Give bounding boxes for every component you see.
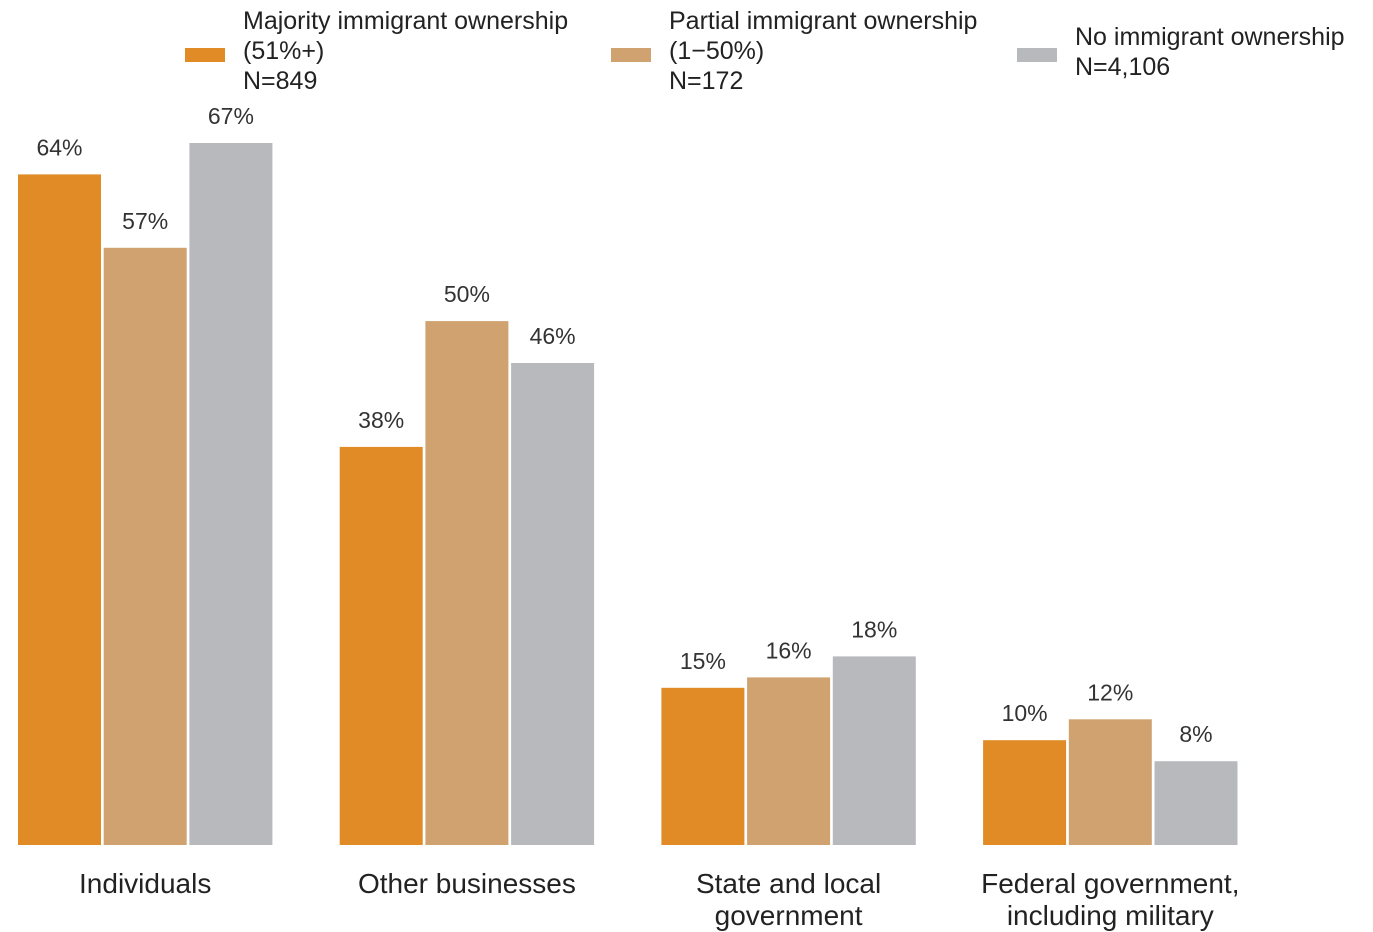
category-label-line: including military: [1007, 900, 1214, 931]
category-labels-layer: Individuals Other businesses State and loc…: [79, 868, 1239, 931]
bar-none-1: [511, 363, 595, 845]
category-label-line: State and local: [696, 868, 881, 899]
bar-value-label: 12%: [1087, 679, 1133, 705]
legend-swatch-none: [1017, 48, 1057, 62]
legend-label-none: No immigrant ownership N=4,106: [1075, 22, 1345, 82]
legend: Majority immigrant ownership (51%+) N=84…: [0, 6, 1373, 101]
bar-value-label: 8%: [1179, 721, 1212, 747]
bar-none-2: [832, 656, 916, 845]
category-label-line: Federal government,: [981, 868, 1239, 899]
bar-value-label: 57%: [122, 208, 168, 234]
legend-line: N=849: [243, 67, 318, 95]
bar-majority-0: [18, 174, 101, 845]
bar-value-label: 10%: [1002, 700, 1048, 726]
bar-value-label: 67%: [208, 103, 254, 129]
bar-partial-1: [425, 321, 509, 846]
bar-none-0: [189, 143, 273, 845]
bar-partial-2: [747, 677, 831, 845]
category-label-line: Individuals: [79, 868, 211, 899]
bar-none-3: [1154, 761, 1238, 845]
bar-majority-3: [983, 740, 1067, 845]
legend-line: Partial immigrant ownership: [669, 7, 978, 35]
category-label: Other businesses: [358, 868, 576, 899]
legend-swatch-majority: [185, 48, 225, 62]
category-label: Individuals: [79, 868, 211, 899]
legend-line: Majority immigrant ownership: [243, 7, 569, 35]
category-label-line: government: [715, 900, 863, 931]
bar-value-label: 50%: [444, 281, 490, 307]
legend-line: N=172: [669, 67, 744, 95]
bar-value-label: 46%: [530, 323, 576, 349]
legend-label-partial: Partial immigrant ownership (1−50%) N=17…: [669, 6, 977, 96]
legend-line: N=4,106: [1075, 53, 1171, 81]
legend-line: (1−50%): [669, 37, 765, 65]
legend-swatch-partial: [611, 48, 651, 62]
bar-value-label: 38%: [358, 407, 404, 433]
bar-partial-3: [1068, 719, 1152, 845]
bar-value-label: 15%: [680, 648, 726, 674]
bar-value-label: 64%: [36, 134, 82, 160]
bar-majority-1: [339, 446, 423, 845]
bar-majority-2: [661, 687, 745, 845]
bar-partial-0: [103, 247, 187, 846]
category-label-line: Other businesses: [358, 868, 576, 899]
bar-value-label: 18%: [851, 616, 897, 642]
legend-line: No immigrant ownership: [1075, 23, 1345, 51]
bar-value-label: 16%: [766, 637, 812, 663]
legend-label-majority: Majority immigrant ownership (51%+) N=84…: [243, 6, 568, 96]
bars-layer: [18, 143, 1238, 846]
category-label: Federal government, including military: [981, 868, 1239, 931]
legend-line: (51%+): [243, 37, 325, 65]
value-labels-layer: 64% 57% 67% 38% 50% 46% 15% 16% 18% 10% 12% 8%: [36, 103, 1212, 747]
category-label: State and local government: [696, 868, 881, 931]
